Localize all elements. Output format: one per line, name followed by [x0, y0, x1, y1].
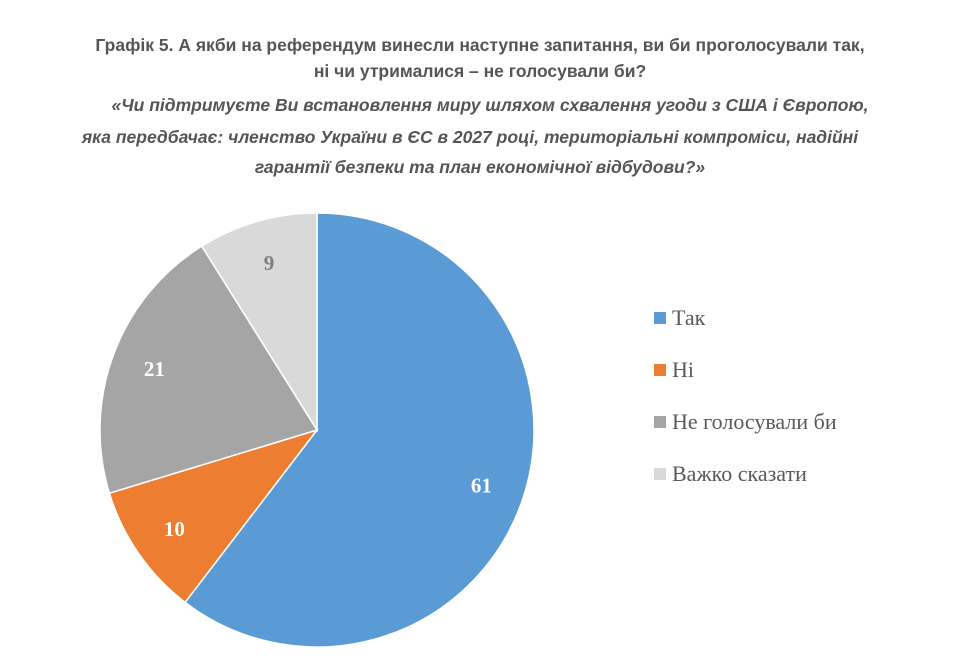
pie-slice: [184, 212, 535, 648]
legend-swatch: [654, 416, 666, 428]
legend-label: Так: [672, 305, 706, 330]
legend-item: Важко сказати: [654, 448, 837, 500]
data-label: 61: [471, 474, 492, 498]
legend-item: Так: [654, 292, 837, 344]
pie-slice: [200, 212, 318, 433]
chart-subtitle-line2: яка передбачає: членство України в ЄС в …: [81, 127, 859, 147]
pie-slice: [99, 245, 319, 495]
chart-subtitle-line1: «Чи підтримуєте Ви встановлення миру шля…: [111, 95, 869, 115]
pie-slice: [108, 428, 320, 604]
data-label: 21: [144, 357, 165, 381]
data-label: 10: [164, 517, 185, 541]
legend-swatch: [654, 364, 666, 376]
chart-subtitle-line3: гарантії безпеки та план економічної від…: [254, 157, 706, 177]
legend-label: Важко сказати: [672, 461, 807, 486]
legend-item: Не голосували би: [654, 396, 837, 448]
legend-label: Не голосували би: [672, 409, 837, 434]
legend-item: Ні: [654, 344, 837, 396]
legend-swatch: [654, 468, 666, 480]
legend-label: Ні: [672, 357, 694, 382]
legend-swatch: [654, 312, 666, 324]
legend: Так Ні Не голосували би Важко сказати: [654, 292, 837, 500]
chart-title-line2: ні чи утрималися – не голосували би?: [313, 61, 647, 81]
chart-title-line1: Графік 5. А якби на референдум винесли н…: [95, 35, 865, 55]
data-label: 9: [264, 251, 275, 275]
